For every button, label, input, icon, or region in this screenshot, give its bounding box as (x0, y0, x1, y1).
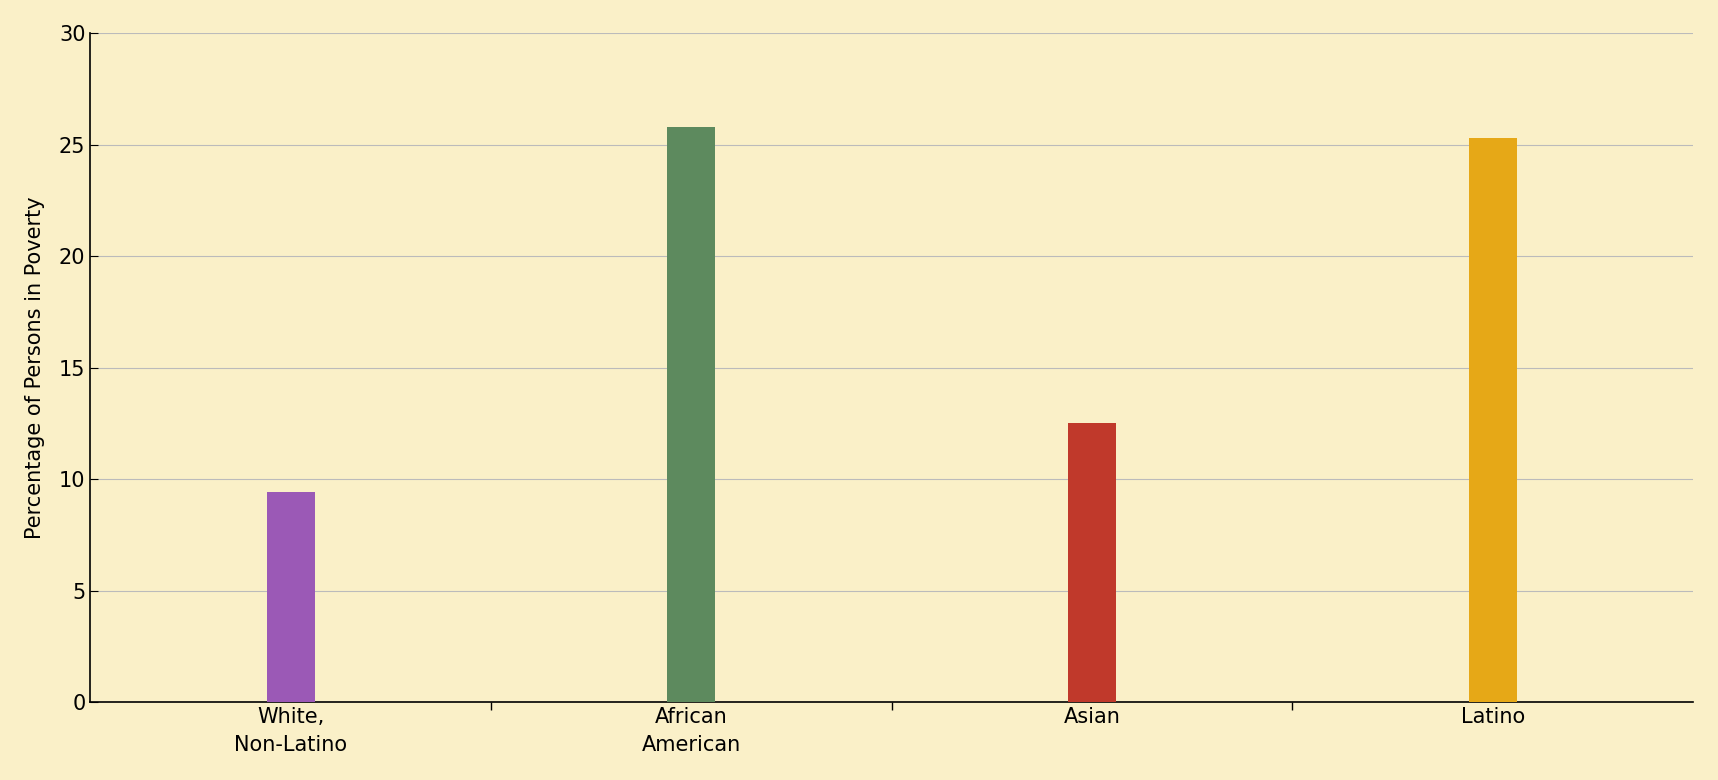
Bar (266, 492, 314, 702)
Bar (1469, 138, 1517, 702)
Y-axis label: Percentage of Persons in Poverty: Percentage of Persons in Poverty (26, 197, 45, 539)
Bar (667, 126, 715, 702)
Bar (1069, 424, 1117, 702)
